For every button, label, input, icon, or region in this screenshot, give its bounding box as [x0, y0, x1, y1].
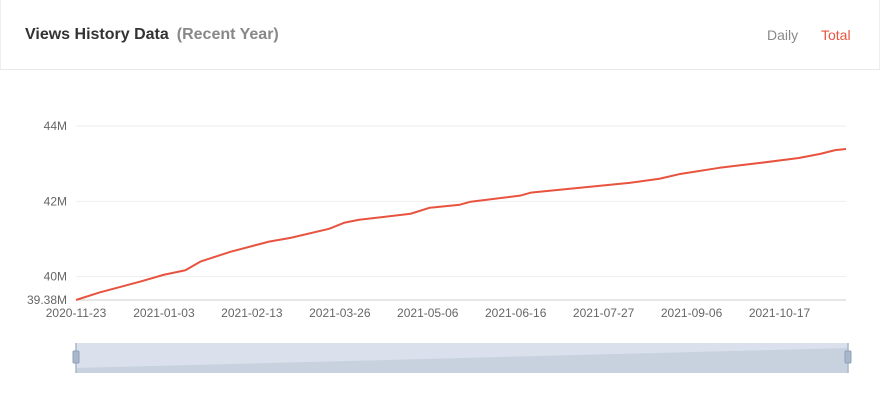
x-tick-label: 2021-10-17	[749, 306, 811, 320]
x-tick-label: 2021-06-16	[485, 306, 547, 320]
y-tick-label: 40M	[44, 270, 67, 284]
data-zoom-handle-right[interactable]	[844, 350, 852, 364]
x-tick-label: 2020-11-23	[46, 306, 107, 320]
x-tick-label: 2021-07-27	[573, 306, 635, 320]
tab-total[interactable]: Total	[821, 27, 851, 43]
title-text: Views History Data	[25, 26, 169, 43]
chart-subtitle: (Recent Year)	[176, 26, 279, 43]
x-tick-label: 2021-05-06	[397, 306, 459, 320]
y-tick-label: 42M	[44, 194, 67, 208]
series-line	[75, 147, 847, 301]
x-tick-label: 2021-09-06	[661, 306, 723, 320]
x-tick-label: 2021-01-03	[133, 306, 195, 320]
tab-daily[interactable]: Daily	[767, 27, 799, 43]
y-tick-label: 39.38M	[27, 293, 67, 307]
x-tick-label: 2021-03-26	[309, 306, 371, 320]
chart-header: Views History Data (Recent Year) Daily To…	[0, 0, 880, 70]
data-zoom-handle-left[interactable]	[72, 350, 80, 364]
y-tick-label: 44M	[44, 119, 67, 133]
chart-title: Views History Data (Recent Year)	[25, 26, 279, 44]
data-zoom-preview	[76, 348, 848, 373]
x-tick-label: 2021-02-13	[221, 306, 283, 320]
